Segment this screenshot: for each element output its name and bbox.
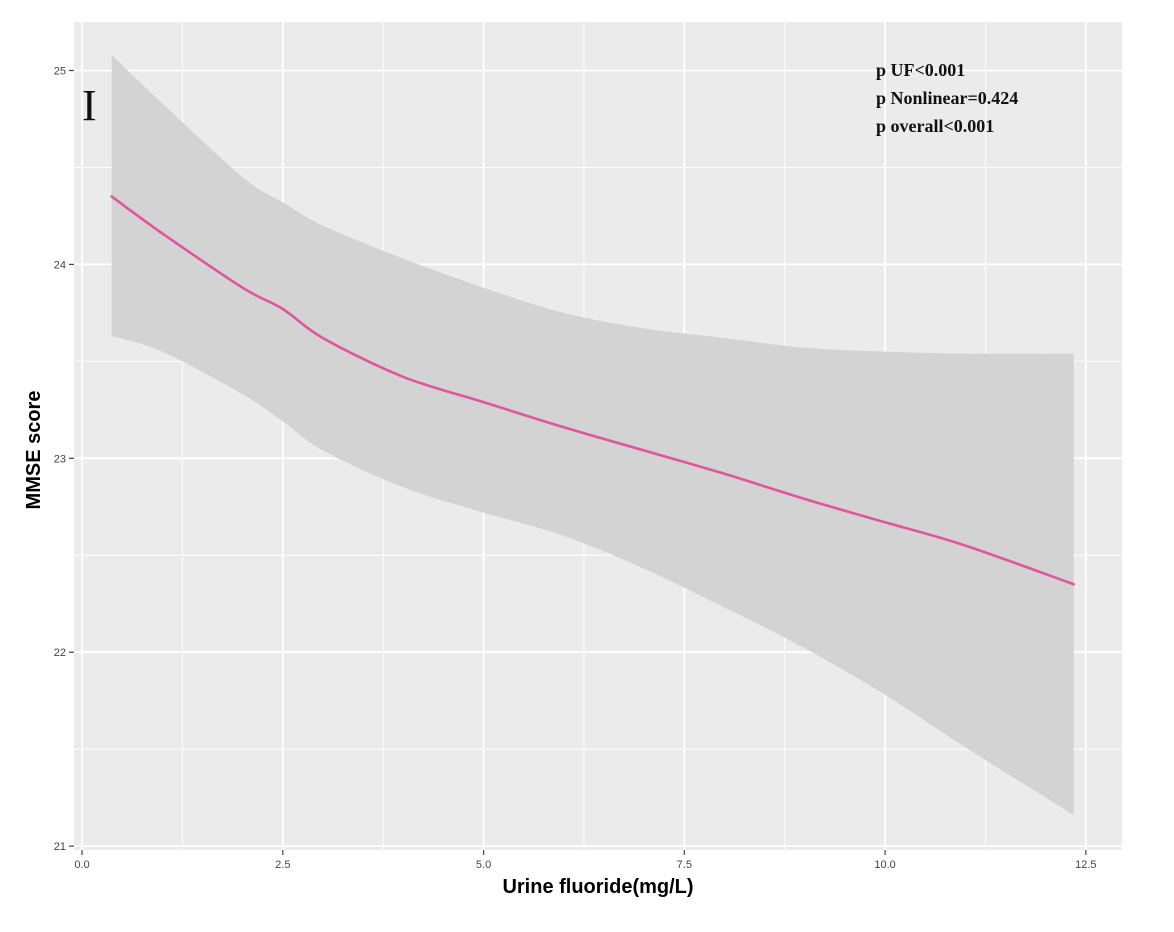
y-tick-label: 21: [54, 841, 66, 853]
x-tick-label: 5.0: [476, 859, 491, 871]
panel-label: I: [82, 81, 97, 130]
x-tick-label: 2.5: [275, 859, 290, 871]
x-tick-label: 0.0: [74, 859, 89, 871]
y-axis-title: MMSE score: [23, 391, 45, 510]
x-tick-label: 10.0: [874, 859, 895, 871]
annotation-p-uf: p UF<0.001: [876, 60, 965, 80]
y-axis-ticks: 21 22 23 24 25: [54, 65, 74, 853]
series-line-fit: [110, 195, 1076, 586]
y-tick-label: 22: [54, 647, 66, 659]
x-tick-label: 7.5: [677, 859, 692, 871]
y-tick-label: 24: [54, 259, 66, 271]
x-axis-ticks: 0.0 2.5 5.0 7.5 10.0 12.5: [74, 850, 1097, 871]
x-tick-label: 12.5: [1075, 859, 1096, 871]
y-tick-label: 25: [54, 65, 66, 77]
x-axis-title: Urine fluoride(mg/L): [502, 876, 693, 898]
y-tick-label: 23: [54, 453, 66, 465]
annotation-p-overall: p overall<0.001: [876, 116, 994, 136]
annotation-p-nonlinear: p Nonlinear=0.424: [876, 88, 1018, 108]
p-value-annotations: p UF<0.001 p Nonlinear=0.424 p overall<0…: [876, 60, 1018, 136]
